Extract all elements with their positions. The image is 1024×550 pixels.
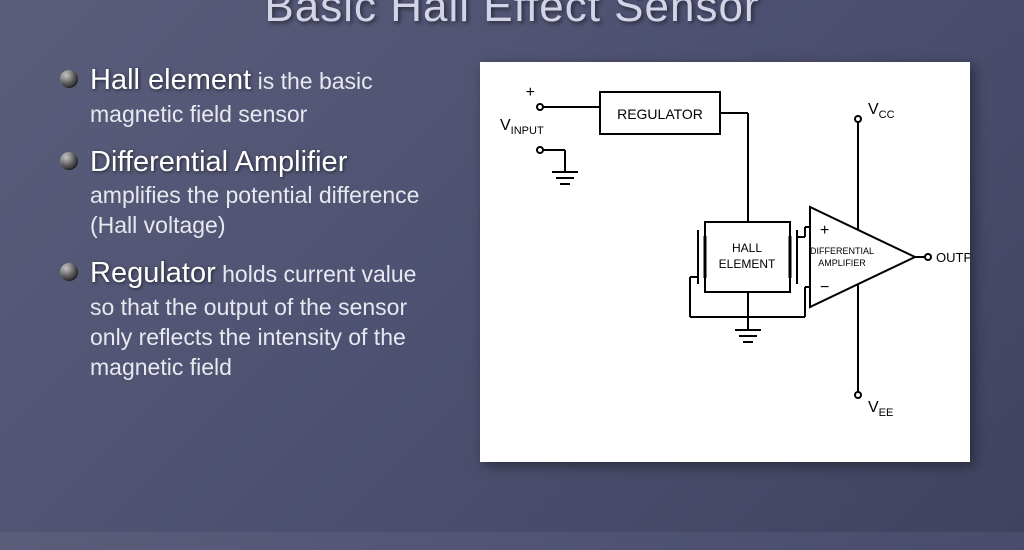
- bullet-icon: [60, 152, 78, 170]
- desc: amplifies the potential difference (Hall…: [90, 182, 419, 238]
- bullet-text: Differential Amplifier amplifies the pot…: [90, 144, 440, 241]
- vinput-label: VINPUT: [500, 117, 544, 137]
- vcc-label: VCC: [868, 101, 895, 121]
- list-item: Hall element is the basic magnetic field…: [60, 62, 440, 130]
- bullet-text: Hall element is the basic magnetic field…: [90, 62, 440, 130]
- bullet-list: Hall element is the basic magnetic field…: [60, 62, 440, 462]
- amp-plus: +: [820, 222, 829, 239]
- regulator-label: REGULATOR: [617, 106, 703, 122]
- term: Differential Amplifier: [90, 146, 347, 178]
- slide-title: Basic Hall Effect Sensor: [0, 0, 1024, 32]
- bullet-icon: [60, 70, 78, 88]
- amp-minus: −: [820, 279, 829, 296]
- hall-label-1: HALL: [732, 241, 762, 255]
- vee-label: VEE: [868, 399, 893, 419]
- bullet-icon: [60, 263, 78, 281]
- list-item: Differential Amplifier amplifies the pot…: [60, 144, 440, 241]
- amp-label-2: AMPLIFIER: [818, 258, 866, 268]
- term: Hall element: [90, 64, 251, 96]
- slide-content: Hall element is the basic magnetic field…: [0, 32, 1024, 462]
- list-item: Regulator holds current value so that th…: [60, 255, 440, 382]
- vinput-plus-label: +: [526, 84, 535, 101]
- output-label: OUTPUT: [936, 250, 970, 265]
- amp-label-1: DIFFERENTIAL: [810, 246, 874, 256]
- bullet-text: Regulator holds current value so that th…: [90, 255, 440, 382]
- circuit-diagram: + VINPUT REGULATOR: [480, 62, 970, 462]
- term: Regulator: [90, 257, 216, 289]
- hall-label-2: ELEMENT: [719, 257, 776, 271]
